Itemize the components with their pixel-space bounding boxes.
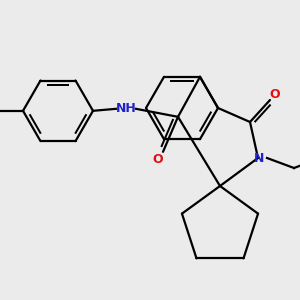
Text: O: O [153, 153, 163, 166]
Text: N: N [254, 152, 264, 164]
Text: NH: NH [116, 102, 136, 115]
Text: O: O [270, 88, 280, 101]
